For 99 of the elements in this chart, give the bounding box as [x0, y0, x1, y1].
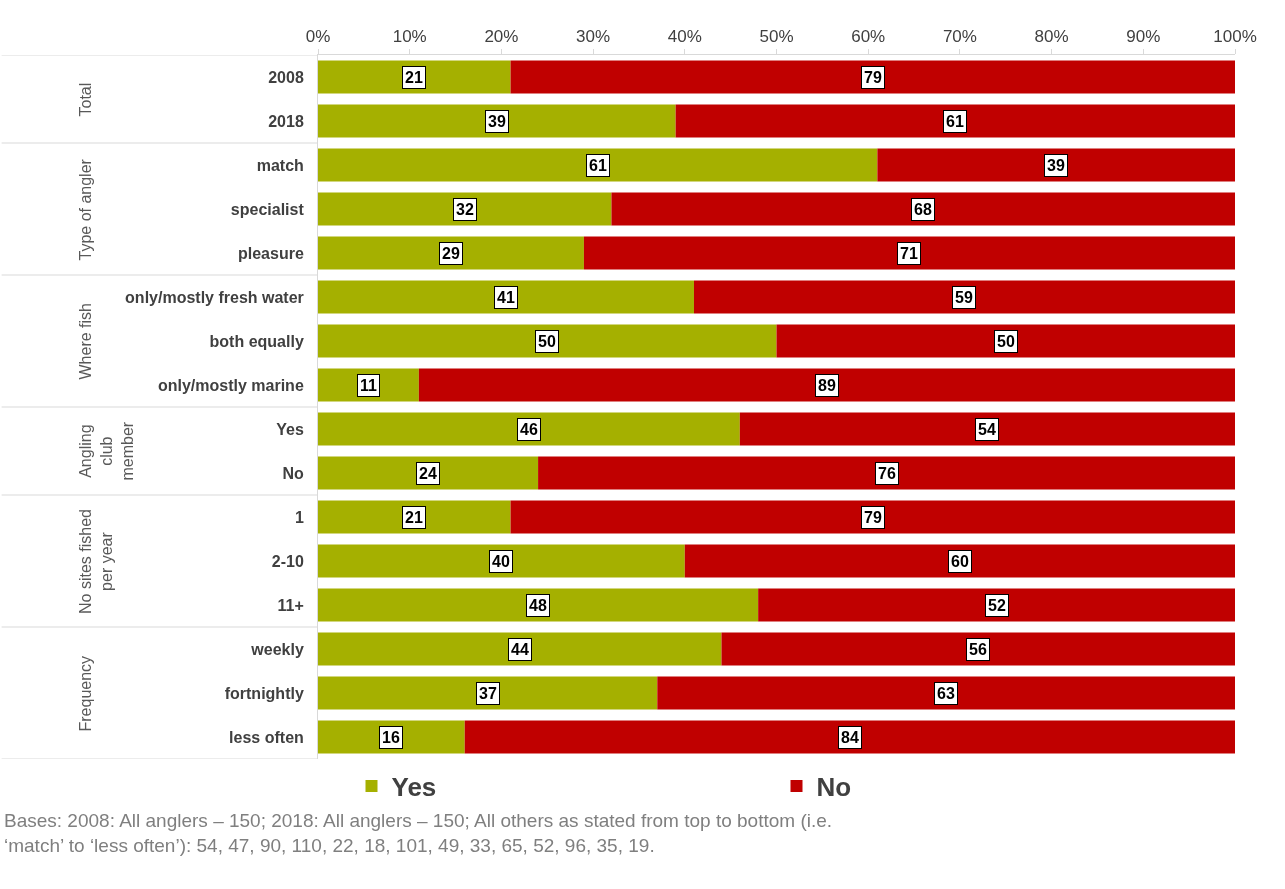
data-label: 21	[405, 69, 423, 86]
y-tick-label: both equally	[209, 332, 304, 350]
bar	[318, 412, 740, 446]
text: Angling club member	[77, 421, 137, 481]
y-tick-label: 2008	[268, 68, 304, 86]
data-label: 11	[360, 377, 378, 394]
bar	[318, 544, 685, 578]
bar	[318, 500, 511, 534]
bar	[318, 456, 539, 490]
data-label: 56	[969, 641, 987, 658]
data-label: 16	[382, 729, 400, 746]
y-tick-label: specialist	[230, 200, 305, 218]
x-tick-label: 50%	[759, 27, 794, 47]
x-tick-label: 100%	[1213, 27, 1257, 47]
bar	[318, 632, 722, 666]
data-label: 76	[878, 465, 896, 482]
bar	[693, 280, 1235, 314]
x-tick-label: 10%	[392, 27, 427, 47]
text: Frequency	[77, 655, 95, 732]
x-tick-label: 60%	[851, 27, 886, 47]
legend-label: Yes	[391, 772, 437, 803]
data-label: 59	[955, 289, 973, 306]
data-label: 39	[488, 113, 506, 130]
data-label: 79	[864, 509, 882, 526]
data-label: 52	[988, 597, 1006, 614]
bar	[318, 324, 777, 358]
data-label: 50	[538, 333, 556, 350]
y-tick-label: fortnightly	[224, 684, 304, 702]
bar	[721, 632, 1235, 666]
bar	[318, 192, 612, 226]
y-tick-label: 2018	[268, 112, 304, 130]
x-tick-label: 40%	[667, 27, 702, 47]
y-tick-label: weekly	[250, 640, 304, 658]
text: Total	[77, 82, 95, 117]
y-tick-label: Yes	[276, 420, 304, 438]
data-label: 50	[997, 333, 1015, 350]
bar	[758, 588, 1235, 622]
bar	[318, 236, 584, 270]
bar	[776, 324, 1235, 358]
bar	[510, 60, 1235, 94]
y-tick-label: pleasure	[237, 244, 304, 262]
y-tick-label: less often	[229, 728, 304, 746]
y-tick-label: 11+	[277, 596, 304, 614]
bar	[318, 60, 511, 94]
data-label: 46	[520, 421, 538, 438]
data-label: 48	[529, 597, 547, 614]
y-tick-label: 1	[294, 508, 304, 526]
x-tick-label: 20%	[484, 27, 519, 47]
data-label: 61	[589, 157, 607, 174]
bar	[611, 192, 1235, 226]
data-label: 79	[864, 69, 882, 86]
data-label: 24	[419, 465, 437, 482]
y-tick-label: match	[256, 156, 304, 174]
data-label: 39	[1047, 157, 1065, 174]
bar	[318, 588, 759, 622]
x-tick-label: 80%	[1034, 27, 1069, 47]
data-label: 41	[497, 289, 515, 306]
data-label: 61	[946, 113, 964, 130]
bar	[318, 720, 465, 754]
data-label: 84	[841, 729, 859, 746]
bar	[318, 676, 658, 710]
data-label: 44	[511, 641, 529, 658]
data-label: 60	[951, 553, 969, 570]
data-label: 71	[900, 245, 918, 262]
legend-label: No	[816, 772, 852, 803]
x-tick-label: 70%	[942, 27, 977, 47]
bar	[318, 280, 694, 314]
bar	[418, 368, 1235, 402]
y-tick-label: only/mostly marine	[157, 376, 304, 394]
data-label: 21	[405, 509, 423, 526]
text: Bases: 2008: All anglers – 150; 2018: All anglers – 150; All others as stated from top to bottom (i.e. ‘match’ to ‘less often’): 54, 47, 90, 110, 22, 18, 101, 49, 33, 65, 52, 96, 35, 19.	[4, 810, 833, 856]
y-tick-label: only/mostly fresh water	[125, 288, 304, 306]
bar	[538, 456, 1235, 490]
data-label: 40	[492, 553, 510, 570]
bar	[464, 720, 1235, 754]
x-tick-label: 0%	[305, 27, 331, 47]
bar	[318, 104, 676, 138]
text: Type of angler	[77, 158, 95, 261]
bar	[318, 148, 878, 182]
bar	[684, 544, 1235, 578]
data-label: 32	[456, 201, 474, 218]
text: No sites fished per year	[77, 509, 115, 614]
x-tick-label: 30%	[576, 27, 611, 47]
y-tick-label: No	[282, 464, 305, 482]
data-label: 29	[442, 245, 460, 262]
text: Where fish	[77, 303, 95, 380]
bar	[739, 412, 1235, 446]
y-tick-label: 2-10	[271, 552, 304, 570]
data-label: 37	[479, 685, 497, 702]
data-label: 89	[818, 377, 836, 394]
data-label: 63	[937, 685, 955, 702]
data-label: 68	[914, 201, 932, 218]
x-tick-label: 90%	[1126, 27, 1161, 47]
bar	[510, 500, 1235, 534]
bar	[657, 676, 1235, 710]
bar	[675, 104, 1235, 138]
data-label: 54	[978, 421, 996, 438]
bar	[583, 236, 1235, 270]
bar	[877, 148, 1235, 182]
